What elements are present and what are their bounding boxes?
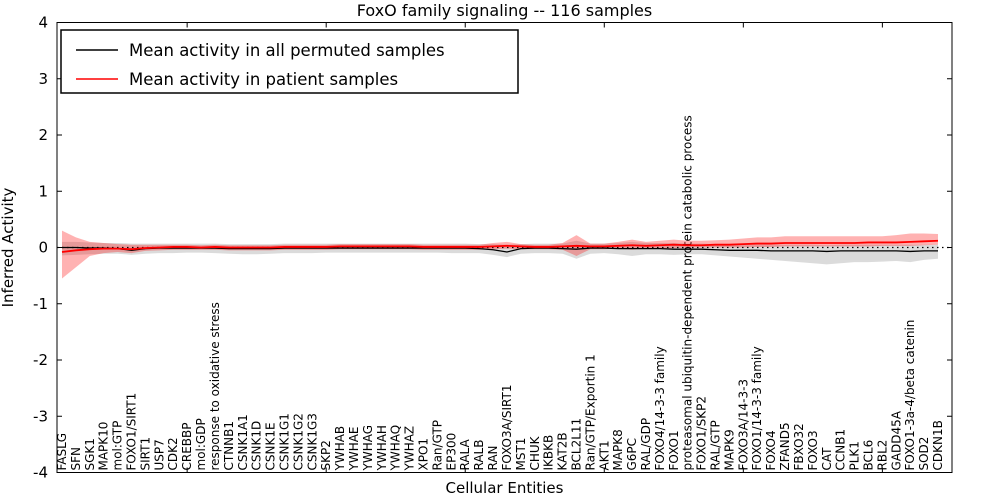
x-category-label: RAN [486, 445, 500, 470]
x-category-label: RALB [472, 440, 486, 471]
x-category-label: FOXO1/SIRT1 [125, 393, 139, 471]
x-category-label: proteasomal ubiquitin-dependent protein … [681, 115, 695, 470]
x-category-label: BCL2L11 [569, 418, 583, 471]
x-category-label: YWHAB [333, 426, 347, 472]
x-category-label: CAT [820, 447, 834, 471]
x-category-label: CSNK1E [264, 422, 278, 470]
legend: Mean activity in all permuted samples Mea… [60, 29, 519, 94]
x-category-label: FOXO3A/SIRT1 [500, 385, 514, 471]
x-category-label: FOXO1/14-3-3 family [750, 346, 764, 470]
x-category-label: mol:GTP [111, 421, 125, 471]
x-category-label: MAPK8 [611, 429, 625, 470]
x-category-label: BCL6 [861, 440, 875, 471]
x-category-label: CSNK1A1 [236, 414, 250, 470]
y-tick-label: 4 [38, 14, 48, 32]
x-category-label: Ran/GTP [430, 420, 444, 471]
y-tick-label: -1 [33, 295, 48, 313]
x-category-label: CHUK [528, 435, 542, 470]
x-category-label: GADD45A [889, 410, 903, 470]
x-category-label: IKBKB [542, 435, 556, 471]
x-category-label: mol:GDP [194, 418, 208, 470]
x-category-label: SFN [69, 447, 83, 471]
x-category-labels: FASLG SFN SGK1 MAPK10 mol:GTP FOXO1/SIRT1 SIRT… [55, 115, 945, 471]
x-category-label: RAL/GTP [709, 420, 723, 470]
y-tick-label: 3 [38, 70, 48, 88]
x-category-label: CSNK1G2 [291, 413, 305, 470]
patient-mean-line [61, 239, 939, 253]
x-category-label: FOXO1 [667, 430, 681, 470]
x-category-label: response to oxidative stress [208, 302, 222, 470]
x-category-label: YWHAZ [403, 426, 417, 472]
x-category-label: CSNK1D [250, 421, 264, 471]
y-tick-label: 1 [38, 182, 48, 200]
x-category-label: CSNK1G3 [305, 413, 319, 470]
chart-title: FoxO family signaling -- 116 samples [357, 1, 652, 20]
y-tick-label: -3 [33, 407, 48, 425]
x-category-label: MAPK9 [722, 429, 736, 470]
x-category-label: SGK1 [83, 438, 97, 470]
y-tick-label: -4 [33, 464, 48, 482]
x-category-label: FASLG [55, 433, 69, 471]
x-category-label: YWHAG [361, 425, 375, 472]
patient-band [62, 230, 938, 279]
x-category-label: USP7 [152, 439, 166, 470]
x-category-label: SIRT1 [138, 437, 152, 471]
x-category-label: FOXO1-3a-4/beta catenin [903, 320, 917, 471]
x-category-label: SKP2 [319, 440, 333, 470]
x-category-label: FOXO1/SKP2 [695, 396, 709, 471]
x-category-label: PLK1 [848, 441, 862, 470]
x-axis-ticks [186, 22, 883, 473]
x-category-label: G6PC [625, 438, 639, 471]
x-category-label: RAL/GDP [639, 418, 653, 471]
legend-box [60, 29, 519, 94]
x-category-label: AKT1 [597, 440, 611, 470]
x-category-label: ZFAND5 [778, 422, 792, 470]
x-category-label: RALA [458, 438, 472, 470]
x-category-label: CCNB1 [834, 429, 848, 471]
y-axis-label: Inferred Activity [0, 187, 17, 307]
x-category-label: FOXO3A/14-3-3 [736, 379, 750, 471]
legend-label: Mean activity in all permuted samples [129, 41, 445, 60]
y-tick-label: -2 [33, 351, 48, 369]
x-category-label: MAPK10 [97, 422, 111, 471]
x-axis-label: Cellular Entities [446, 479, 564, 497]
x-category-label: YWHAQ [389, 425, 403, 472]
x-category-label: CREBBP [180, 423, 194, 471]
x-category-label: FOXO4 [764, 430, 778, 470]
x-category-label: EP300 [444, 433, 458, 471]
x-category-label: MST1 [514, 438, 528, 471]
x-category-label: FBXO32 [792, 423, 806, 470]
x-category-label: KAT2B [556, 432, 570, 470]
x-category-label: CTNNB1 [222, 421, 236, 471]
x-category-label: CDKN1B [931, 420, 945, 470]
y-axis: -4 -3 -2 -1 0 1 2 3 4 [33, 14, 952, 482]
y-tick-label: 2 [38, 126, 48, 144]
x-category-label: RBL2 [875, 440, 889, 471]
x-category-label: YWHAE [347, 426, 361, 471]
x-category-label: FOXO3 [806, 430, 820, 470]
x-category-label: Ran/GTP/Exportin 1 [583, 354, 597, 470]
y-tick-label: 0 [38, 239, 48, 257]
x-category-label: SOD2 [917, 437, 931, 471]
x-category-label: YWHAH [375, 425, 389, 471]
x-category-label: FOXO4/14-3-3 family [653, 346, 667, 470]
legend-label: Mean activity in patient samples [129, 70, 398, 89]
x-category-label: XPO1 [417, 438, 431, 471]
x-category-label: CSNK1G1 [277, 413, 291, 470]
x-category-label: CDK2 [166, 437, 180, 470]
